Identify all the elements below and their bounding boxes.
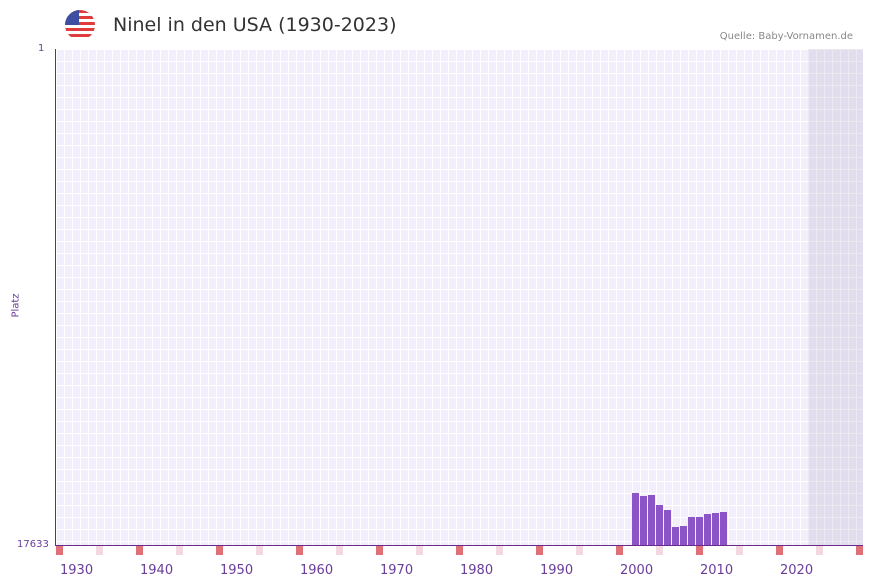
year-marker xyxy=(816,546,823,555)
year-marker xyxy=(136,546,143,555)
plot-area xyxy=(56,49,863,545)
bar-2001 xyxy=(640,496,647,545)
bar-2000 xyxy=(632,493,639,545)
chart-root: Ninel in den USA (1930-2023) Quelle: Bab… xyxy=(0,0,873,587)
y-axis-title: Platz xyxy=(11,293,22,317)
bar-2003 xyxy=(656,505,663,545)
year-marker xyxy=(856,546,863,555)
bar-2006 xyxy=(680,526,687,545)
x-tick-2010: 2010 xyxy=(700,563,733,578)
bar-2010 xyxy=(712,513,719,545)
year-marker xyxy=(176,546,183,555)
year-marker xyxy=(456,546,463,555)
year-marker xyxy=(376,546,383,555)
bar-2007 xyxy=(688,517,695,545)
x-tick-1980: 1980 xyxy=(460,563,493,578)
year-marker xyxy=(96,546,103,555)
year-marker xyxy=(736,546,743,555)
bar-2005 xyxy=(672,527,679,545)
x-tick-2000: 2000 xyxy=(620,563,653,578)
year-marker xyxy=(296,546,303,555)
year-marker xyxy=(776,546,783,555)
year-marker xyxy=(536,546,543,555)
bar-2008 xyxy=(696,517,703,545)
bar-2002 xyxy=(648,495,655,545)
bar-2009 xyxy=(704,514,711,545)
year-marker xyxy=(256,546,263,555)
year-marker xyxy=(576,546,583,555)
y-axis-top-label: 1 xyxy=(38,43,44,54)
year-marker xyxy=(656,546,663,555)
y-axis-bottom-label: 17633 xyxy=(17,539,49,550)
bar-2004 xyxy=(664,510,671,545)
us-flag-icon xyxy=(65,10,95,40)
y-axis-line xyxy=(55,49,56,546)
x-tick-1990: 1990 xyxy=(540,563,573,578)
year-marker xyxy=(56,546,63,555)
x-tick-1970: 1970 xyxy=(380,563,413,578)
source-label: Quelle: Baby-Vornamen.de xyxy=(720,31,853,42)
year-marker xyxy=(616,546,623,555)
future-shade xyxy=(808,49,863,545)
year-marker xyxy=(696,546,703,555)
x-tick-1950: 1950 xyxy=(220,563,253,578)
year-marker xyxy=(416,546,423,555)
year-marker xyxy=(496,546,503,555)
x-tick-1960: 1960 xyxy=(300,563,333,578)
year-marker xyxy=(216,546,223,555)
bar-2011 xyxy=(720,512,727,545)
x-tick-1930: 1930 xyxy=(60,563,93,578)
x-tick-2020: 2020 xyxy=(780,563,813,578)
chart-title: Ninel in den USA (1930-2023) xyxy=(113,14,396,36)
year-marker xyxy=(336,546,343,555)
x-tick-1940: 1940 xyxy=(140,563,173,578)
